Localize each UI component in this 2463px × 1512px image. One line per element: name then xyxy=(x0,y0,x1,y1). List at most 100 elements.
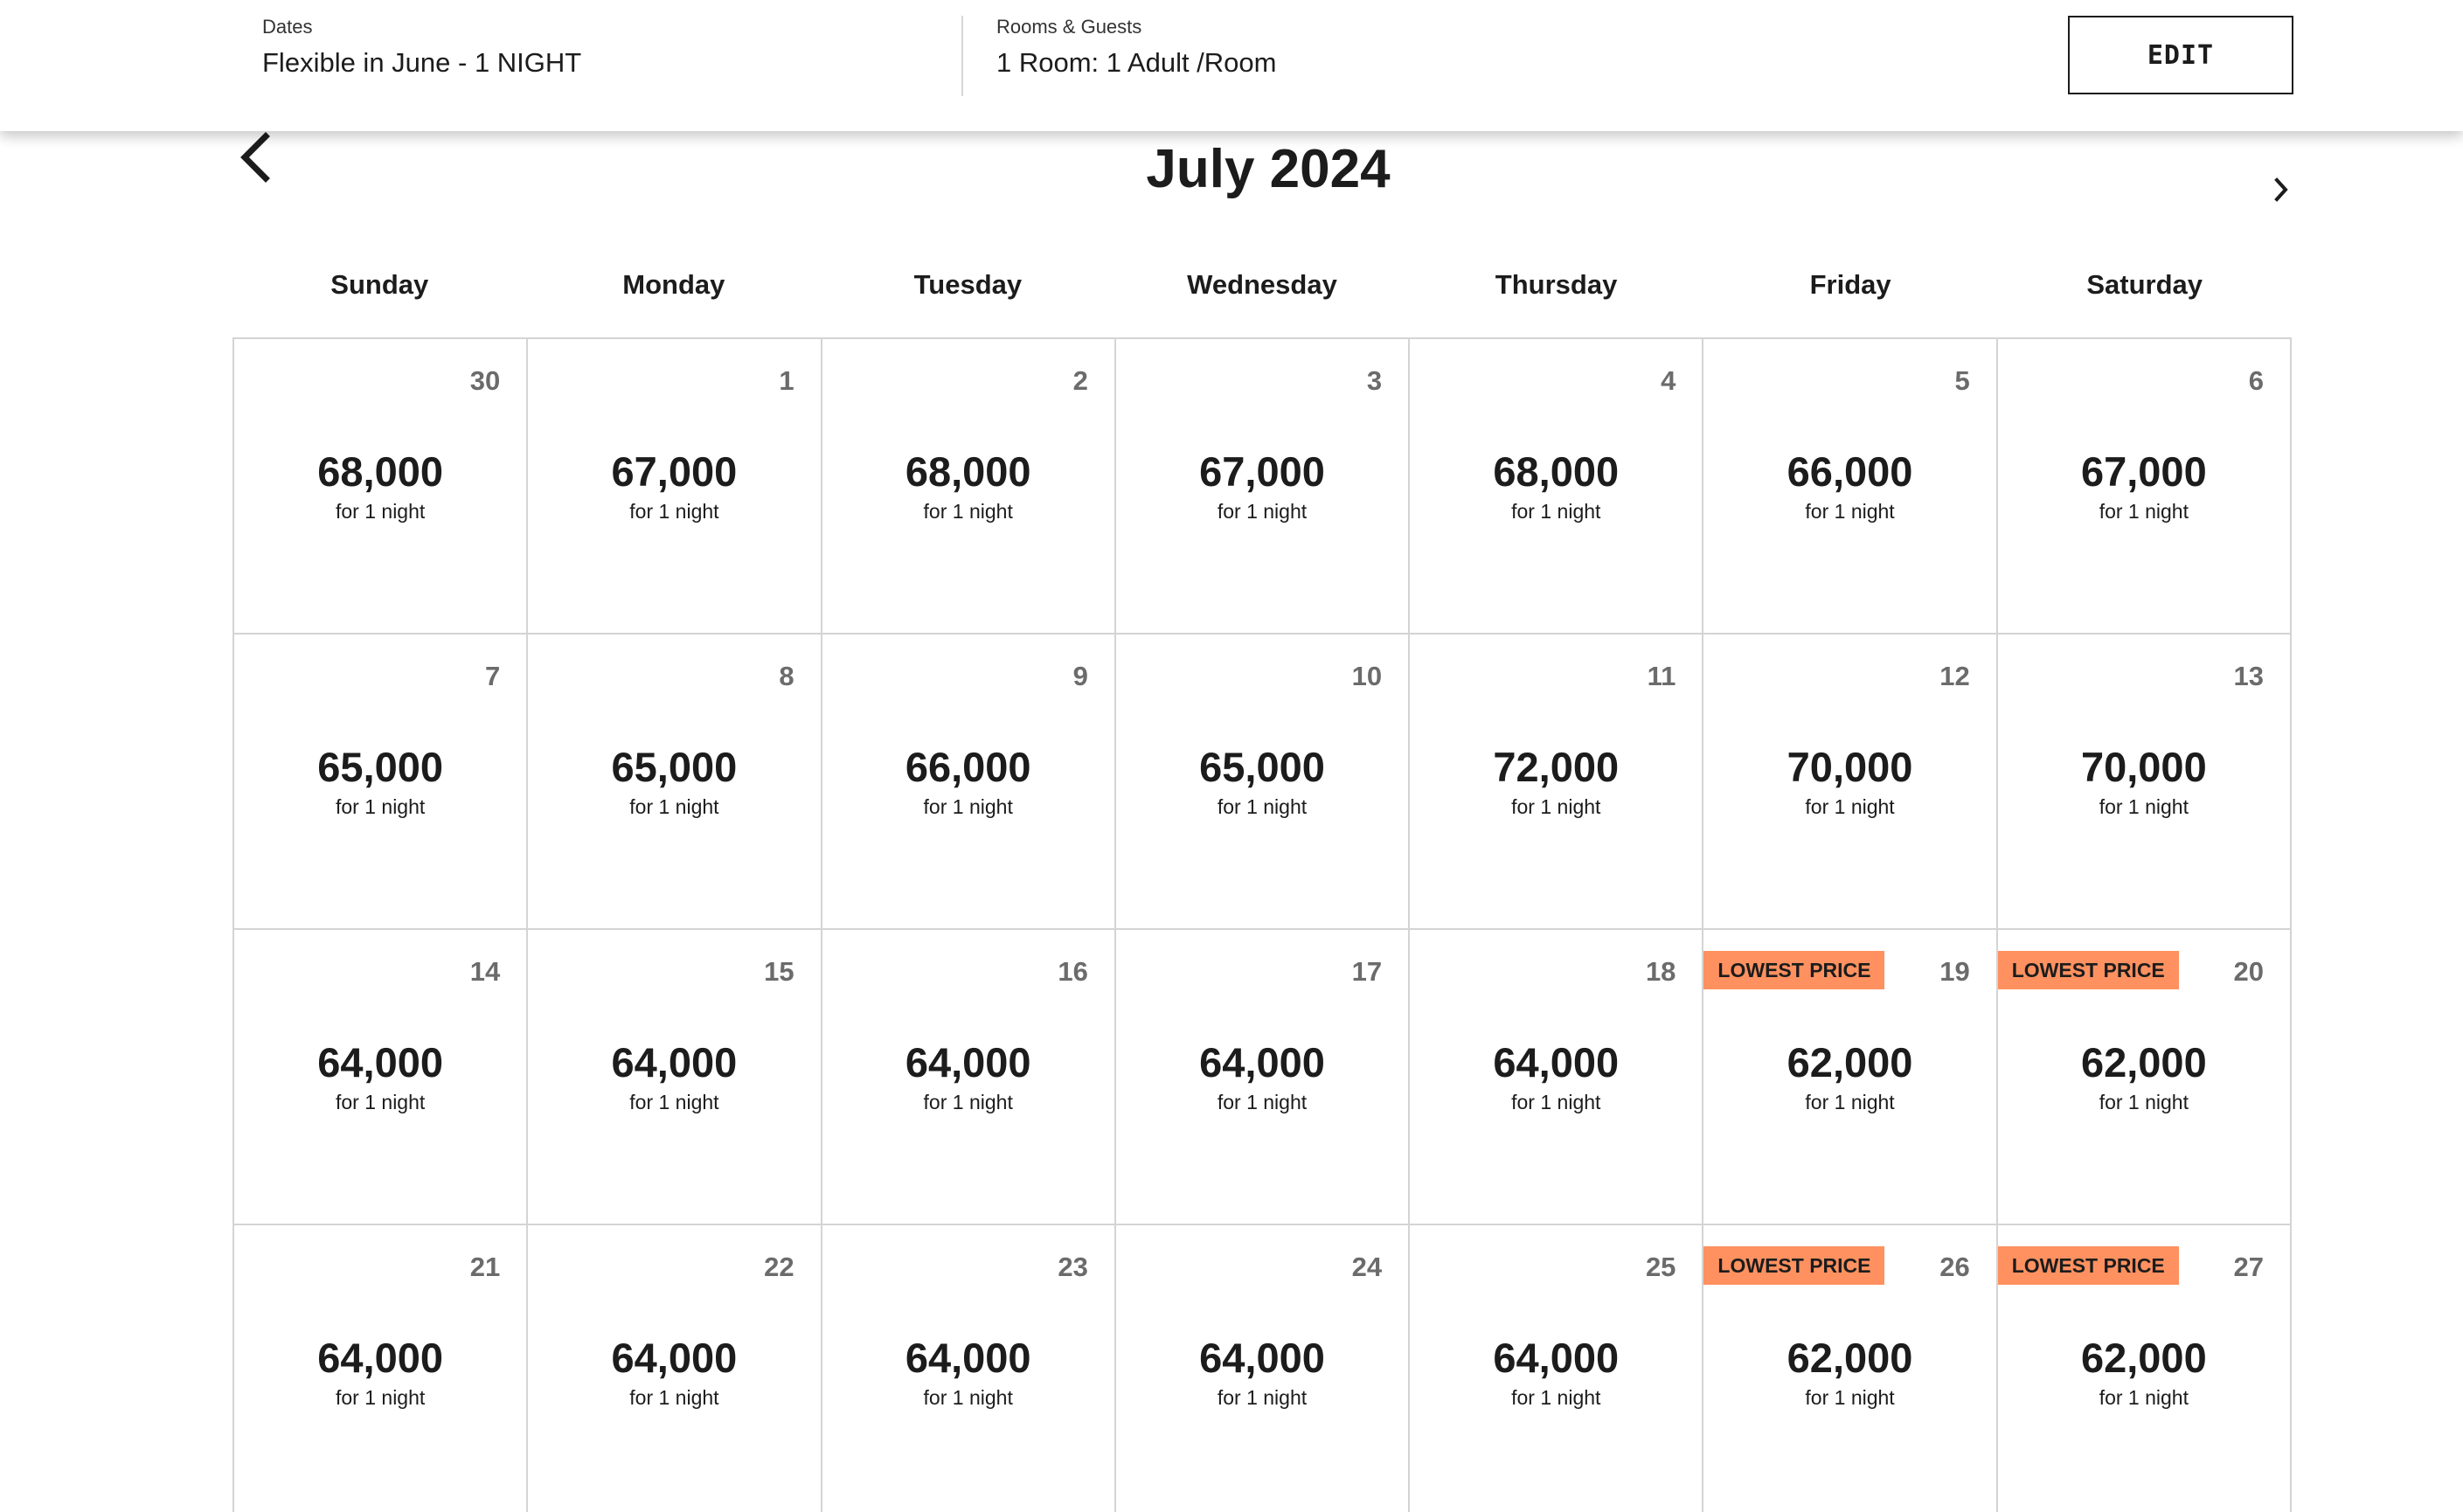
calendar-grid: 30 68,000 for 1 night 1 67,000 for 1 night 2 68… xyxy=(232,337,2292,1512)
calendar-day-cell[interactable]: 13 70,000 for 1 night xyxy=(1997,635,2292,930)
calendar-day-cell[interactable]: LOWEST PRICE 20 62,000 for 1 night xyxy=(1997,930,2292,1225)
weekday-thursday: Thursday xyxy=(1495,269,1618,300)
calendar-day-cell[interactable]: 7 65,000 for 1 night xyxy=(234,635,529,930)
weekday-monday: Monday xyxy=(622,269,725,300)
calendar-day-cell[interactable]: 2 68,000 for 1 night xyxy=(822,339,1116,635)
day-number: 13 xyxy=(2233,661,2264,691)
weekday-friday: Friday xyxy=(1809,269,1891,300)
day-price: 65,000 xyxy=(317,744,444,790)
price-note: for 1 night xyxy=(1217,1386,1308,1409)
calendar-day-cell[interactable]: 5 66,000 for 1 night xyxy=(1703,339,1998,635)
day-number: 10 xyxy=(1351,661,1383,691)
day-number: 11 xyxy=(1647,661,1676,691)
calendar-day-cell[interactable]: 14 64,000 for 1 night xyxy=(234,930,529,1225)
chevron-left-icon[interactable] xyxy=(234,129,278,184)
day-number: 7 xyxy=(485,661,501,691)
price-note: for 1 night xyxy=(1217,795,1308,818)
calendar-day-cell[interactable]: 8 65,000 for 1 night xyxy=(528,635,822,930)
day-price: 64,000 xyxy=(611,1039,738,1085)
price-note: for 1 night xyxy=(335,1386,426,1409)
rooms-guests-label: Rooms & Guests xyxy=(996,16,1142,38)
day-number: 17 xyxy=(1351,956,1383,987)
price-note: for 1 night xyxy=(1511,795,1601,818)
price-note: for 1 night xyxy=(923,1091,1013,1113)
calendar-day-cell[interactable]: 1 67,000 for 1 night xyxy=(528,339,822,635)
price-note: for 1 night xyxy=(1805,500,1895,523)
day-number: 20 xyxy=(2233,956,2264,987)
calendar-day-cell[interactable]: 22 64,000 for 1 night xyxy=(528,1225,822,1512)
day-price: 64,000 xyxy=(1199,1335,1325,1381)
calendar-day-cell[interactable]: 25 64,000 for 1 night xyxy=(1410,1225,1704,1512)
day-number: 9 xyxy=(1072,661,1088,691)
day-number: 21 xyxy=(469,1252,501,1282)
calendar-day-cell[interactable]: LOWEST PRICE 26 62,000 for 1 night xyxy=(1703,1225,1998,1512)
calendar-day-cell[interactable]: 16 64,000 for 1 night xyxy=(822,930,1116,1225)
summary-divider xyxy=(961,16,963,96)
weekday-header-row: Sunday Monday Tuesday Wednesday Thursday… xyxy=(232,262,2292,308)
day-price: 64,000 xyxy=(905,1039,1031,1085)
day-price: 65,000 xyxy=(1199,744,1325,790)
day-price: 64,000 xyxy=(317,1335,444,1381)
rooms-guests-value[interactable]: 1 Room: 1 Adult /Room xyxy=(996,47,1277,78)
price-note: for 1 night xyxy=(1511,500,1601,523)
day-number: 22 xyxy=(764,1252,794,1282)
price-note: for 1 night xyxy=(629,1386,719,1409)
day-number: 27 xyxy=(2233,1252,2264,1282)
day-number: 15 xyxy=(764,956,794,987)
day-number: 3 xyxy=(1366,365,1383,396)
price-note: for 1 night xyxy=(1805,1091,1895,1113)
price-note: for 1 night xyxy=(1217,1091,1308,1113)
dates-value[interactable]: Flexible in June - 1 NIGHT xyxy=(262,47,582,78)
calendar-day-cell[interactable]: 21 64,000 for 1 night xyxy=(234,1225,529,1512)
search-summary-bar: Dates Flexible in June - 1 NIGHT Rooms &… xyxy=(0,0,2463,131)
day-number: 25 xyxy=(1645,1252,1676,1282)
day-price: 62,000 xyxy=(2080,1039,2207,1085)
day-number: 2 xyxy=(1072,365,1088,396)
day-price: 70,000 xyxy=(1787,744,1913,790)
weekday-sunday: Sunday xyxy=(330,269,429,300)
day-number: 16 xyxy=(1058,956,1088,987)
edit-button[interactable]: EDIT xyxy=(2068,16,2293,94)
lowest-price-badge: LOWEST PRICE xyxy=(1703,951,1885,989)
calendar-day-cell[interactable]: 9 66,000 for 1 night xyxy=(822,635,1116,930)
day-price: 64,000 xyxy=(905,1335,1031,1381)
calendar-day-cell[interactable]: LOWEST PRICE 27 62,000 for 1 night xyxy=(1997,1225,2292,1512)
calendar-day-cell[interactable]: 6 67,000 for 1 night xyxy=(1997,339,2292,635)
day-price: 64,000 xyxy=(1493,1039,1620,1085)
day-price: 72,000 xyxy=(1493,744,1620,790)
price-note: for 1 night xyxy=(923,795,1013,818)
lowest-price-badge: LOWEST PRICE xyxy=(1997,951,2179,989)
price-note: for 1 night xyxy=(629,500,719,523)
price-note: for 1 night xyxy=(1511,1091,1601,1113)
price-note: for 1 night xyxy=(629,1091,719,1113)
day-number: 12 xyxy=(1939,661,1970,691)
day-price: 67,000 xyxy=(611,448,738,495)
day-number: 1 xyxy=(779,365,794,396)
price-note: for 1 night xyxy=(923,500,1013,523)
calendar-day-cell[interactable]: 4 68,000 for 1 night xyxy=(1410,339,1704,635)
weekday-saturday: Saturday xyxy=(2086,269,2203,300)
day-number: 5 xyxy=(1954,365,1970,396)
chevron-right-icon[interactable] xyxy=(2269,175,2293,205)
calendar-day-cell[interactable]: 15 64,000 for 1 night xyxy=(528,930,822,1225)
price-note: for 1 night xyxy=(629,795,719,818)
price-note: for 1 night xyxy=(2099,795,2189,818)
calendar-day-cell[interactable]: 11 72,000 for 1 night xyxy=(1410,635,1704,930)
calendar-day-cell[interactable]: 24 64,000 for 1 night xyxy=(1115,1225,1411,1512)
calendar-day-cell[interactable]: 12 70,000 for 1 night xyxy=(1703,635,1998,930)
calendar-day-cell[interactable]: 3 67,000 for 1 night xyxy=(1115,339,1411,635)
day-number: 18 xyxy=(1645,956,1676,987)
day-number: 26 xyxy=(1939,1252,1970,1282)
day-price: 67,000 xyxy=(1199,448,1325,495)
day-price: 66,000 xyxy=(905,744,1031,790)
calendar-day-cell[interactable]: 23 64,000 for 1 night xyxy=(822,1225,1116,1512)
day-number: 14 xyxy=(469,956,501,987)
calendar-day-cell[interactable]: 17 64,000 for 1 night xyxy=(1115,930,1411,1225)
calendar-day-cell[interactable]: LOWEST PRICE 19 62,000 for 1 night xyxy=(1703,930,1998,1225)
day-number: 4 xyxy=(1661,365,1676,396)
calendar-day-cell[interactable]: 30 68,000 for 1 night xyxy=(234,339,529,635)
calendar-day-cell[interactable]: 10 65,000 for 1 night xyxy=(1115,635,1411,930)
price-note: for 1 night xyxy=(2099,500,2189,523)
calendar-day-cell[interactable]: 18 64,000 for 1 night xyxy=(1410,930,1704,1225)
